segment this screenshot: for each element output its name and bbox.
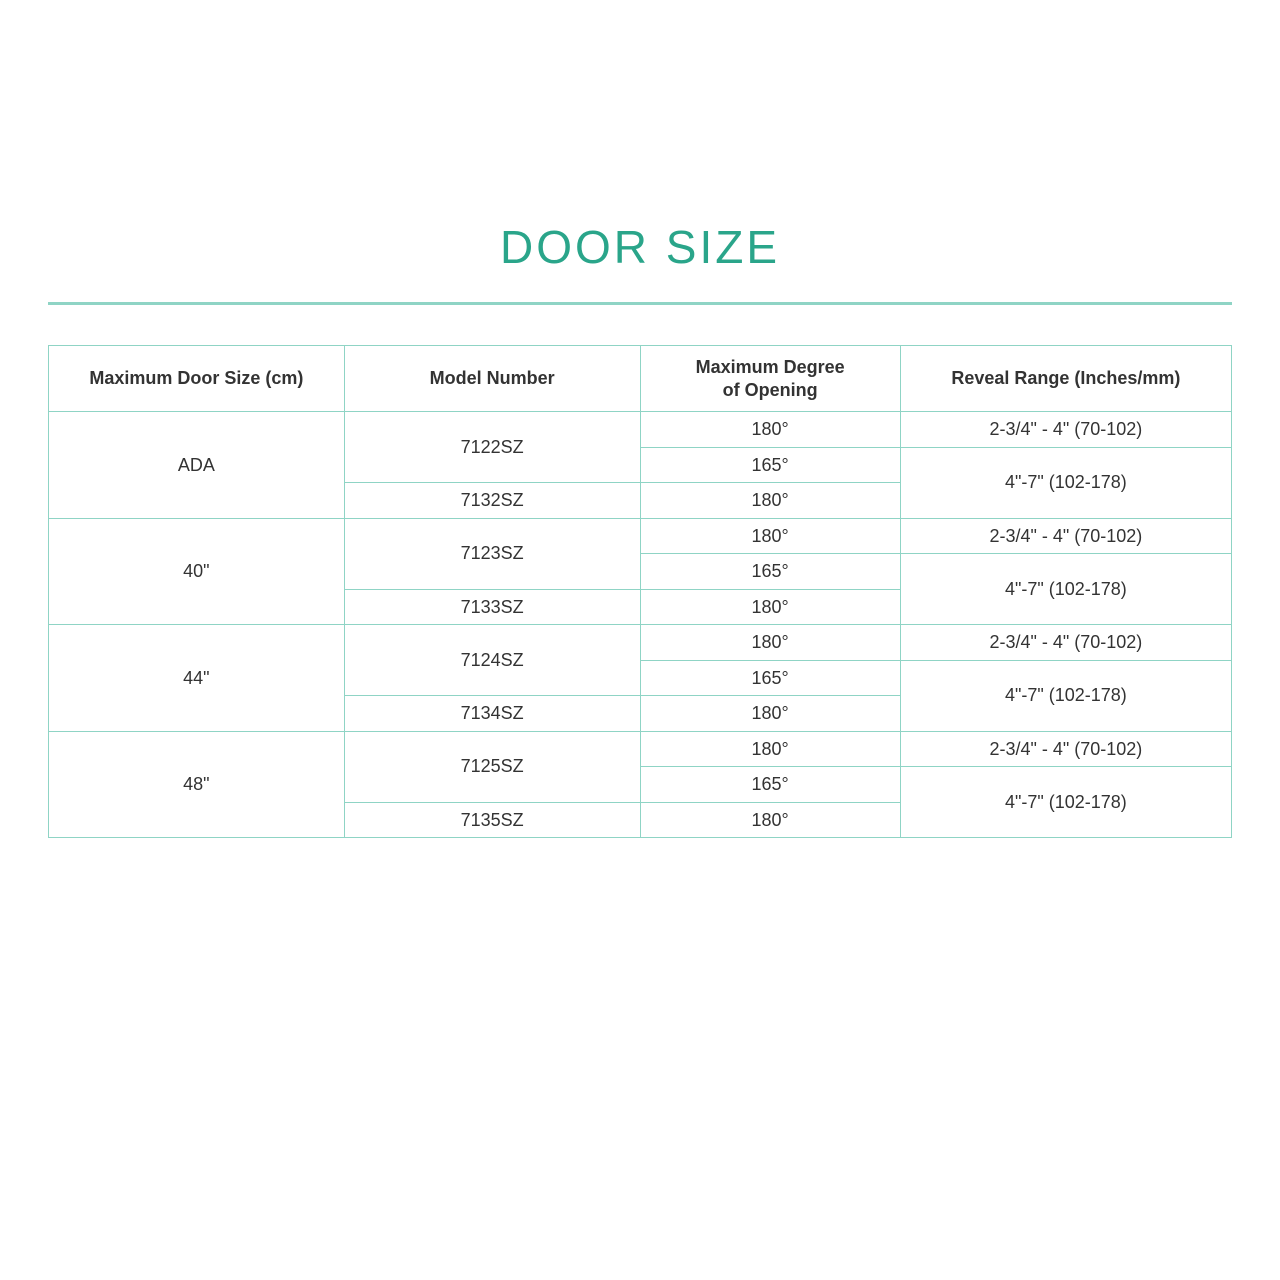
cell-size: 44" <box>49 625 345 732</box>
cell-degree: 180° <box>640 696 900 732</box>
cell-degree: 180° <box>640 625 900 661</box>
cell-model: 7132SZ <box>344 483 640 519</box>
title-rule <box>48 302 1232 305</box>
table-header-row: Maximum Door Size (cm) Model Number Maxi… <box>49 346 1232 412</box>
cell-reveal: 4"-7" (102-178) <box>900 767 1231 838</box>
cell-reveal: 4"-7" (102-178) <box>900 554 1231 625</box>
cell-size: ADA <box>49 412 345 519</box>
cell-reveal: 2-3/4" - 4" (70-102) <box>900 731 1231 767</box>
cell-reveal: 4"-7" (102-178) <box>900 660 1231 731</box>
cell-model: 7133SZ <box>344 589 640 625</box>
cell-model: 7135SZ <box>344 802 640 838</box>
cell-model: 7124SZ <box>344 625 640 696</box>
col-header-size: Maximum Door Size (cm) <box>49 346 345 412</box>
cell-size: 48" <box>49 731 345 838</box>
cell-reveal: 4"-7" (102-178) <box>900 447 1231 518</box>
cell-reveal: 2-3/4" - 4" (70-102) <box>900 412 1231 448</box>
cell-degree: 165° <box>640 767 900 803</box>
cell-degree: 180° <box>640 802 900 838</box>
cell-degree: 165° <box>640 447 900 483</box>
table-row: ADA 7122SZ 180° 2-3/4" - 4" (70-102) <box>49 412 1232 448</box>
cell-reveal: 2-3/4" - 4" (70-102) <box>900 518 1231 554</box>
cell-size: 40" <box>49 518 345 625</box>
cell-degree: 180° <box>640 731 900 767</box>
col-header-degree: Maximum Degreeof Opening <box>640 346 900 412</box>
cell-model: 7134SZ <box>344 696 640 732</box>
page-title: DOOR SIZE <box>0 220 1280 274</box>
cell-model: 7125SZ <box>344 731 640 802</box>
table-row: 40" 7123SZ 180° 2-3/4" - 4" (70-102) <box>49 518 1232 554</box>
cell-degree: 180° <box>640 412 900 448</box>
col-header-reveal: Reveal Range (Inches/mm) <box>900 346 1231 412</box>
cell-reveal: 2-3/4" - 4" (70-102) <box>900 625 1231 661</box>
table-row: 44" 7124SZ 180° 2-3/4" - 4" (70-102) <box>49 625 1232 661</box>
cell-degree: 180° <box>640 483 900 519</box>
door-size-table: Maximum Door Size (cm) Model Number Maxi… <box>48 345 1232 838</box>
col-header-model: Model Number <box>344 346 640 412</box>
cell-degree: 165° <box>640 660 900 696</box>
cell-degree: 165° <box>640 554 900 590</box>
cell-model: 7123SZ <box>344 518 640 589</box>
cell-model: 7122SZ <box>344 412 640 483</box>
cell-degree: 180° <box>640 518 900 554</box>
page: DOOR SIZE Maximum Door Size (cm) Model N… <box>0 0 1280 1280</box>
cell-degree: 180° <box>640 589 900 625</box>
table-row: 48" 7125SZ 180° 2-3/4" - 4" (70-102) <box>49 731 1232 767</box>
